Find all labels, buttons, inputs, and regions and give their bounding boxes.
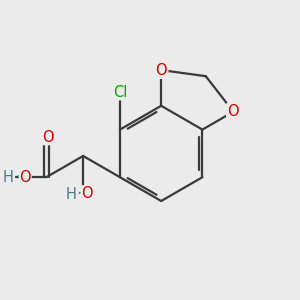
Text: O: O xyxy=(81,186,93,201)
Text: H: H xyxy=(66,187,77,202)
Text: O: O xyxy=(42,130,54,145)
Text: ·: · xyxy=(15,170,20,185)
Text: ·: · xyxy=(76,185,82,203)
Text: O: O xyxy=(20,170,31,185)
Text: O: O xyxy=(155,63,167,78)
Text: O: O xyxy=(227,104,239,119)
Text: H: H xyxy=(3,170,14,185)
Text: Cl: Cl xyxy=(113,85,127,100)
